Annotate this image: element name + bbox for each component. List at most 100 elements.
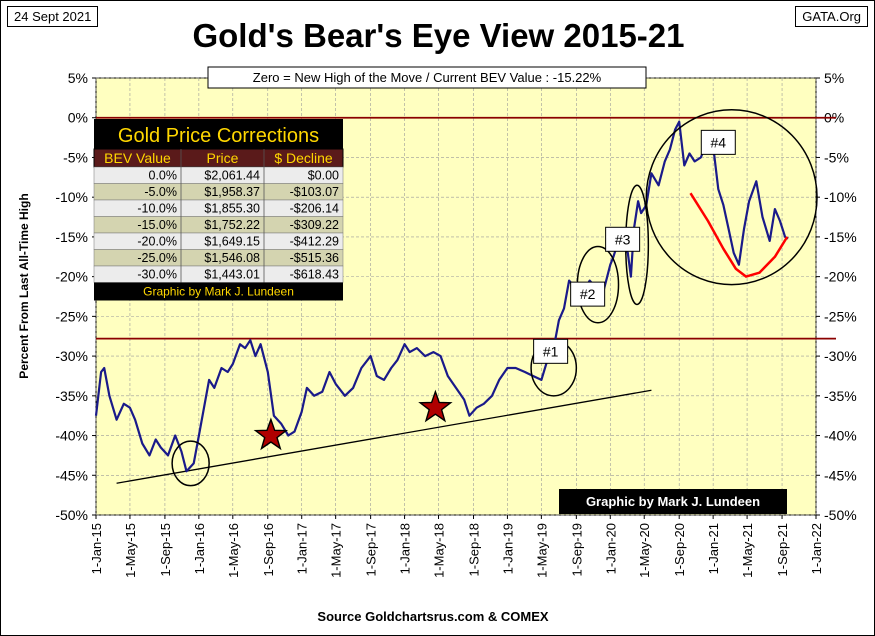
table-cell: -15.0% <box>137 218 177 232</box>
y-tick-label: -50% <box>824 507 857 523</box>
y-tick-label: 0% <box>68 110 88 126</box>
table-cell: -10.0% <box>137 202 177 216</box>
y-tick-label: -30% <box>55 348 88 364</box>
x-tick-label: 1-Sep-18 <box>466 523 481 576</box>
table-header-cell: BEV Value <box>104 150 171 166</box>
table-footer: Graphic by Mark J. Lundeen <box>143 285 294 299</box>
y-tick-label: -35% <box>55 388 88 404</box>
chart-subtitle: Zero = New High of the Move / Current BE… <box>253 70 602 85</box>
annotation-label: #2 <box>580 286 596 302</box>
y-tick-label: -20% <box>824 269 857 285</box>
table-title-bar <box>94 119 343 149</box>
y-tick-label: -5% <box>824 149 849 165</box>
table-header-cell: Price <box>207 150 239 166</box>
annotation-box <box>533 338 569 364</box>
table-cell: -$618.43 <box>290 268 339 282</box>
y-axis-right: 5%0%-5%-10%-15%-20%-25%-30%-35%-40%-45%-… <box>816 70 857 523</box>
source-label: Source Goldchartsrus.com & COMEX <box>317 609 548 624</box>
table-footer-bar <box>94 282 343 301</box>
table-cell: $1,958.37 <box>204 185 260 199</box>
annotation-overlays: #1 #2 #3 #4 <box>171 109 818 487</box>
table-cell: -$515.36 <box>290 251 339 265</box>
x-tick-label: 1-May-15 <box>123 523 138 578</box>
table-cell: -$103.07 <box>290 185 339 199</box>
y-tick-label: -35% <box>824 388 857 404</box>
x-tick-label: 1-May-21 <box>740 523 755 578</box>
y-tick-label: -25% <box>55 308 88 324</box>
y-axis-left: 5% 0% -5% -10% -15% -20% -25% -30% -35% -40% -45% -… <box>55 70 96 523</box>
x-tick-label: 1-Sep-17 <box>364 523 379 576</box>
x-tick-label: 1-May-17 <box>329 523 344 578</box>
x-tick-label: 1-Jan-15 <box>89 523 104 574</box>
annotation-label: #4 <box>710 134 726 150</box>
x-tick-label: 1-Sep-15 <box>158 523 173 576</box>
annotation-box <box>605 226 641 252</box>
annotation-box <box>700 129 736 155</box>
x-tick-label: 1-Jan-18 <box>398 523 413 574</box>
reference-lines <box>96 116 836 484</box>
x-tick-label: 1-Jan-21 <box>706 523 721 574</box>
date-label: 24 Sept 2021 <box>7 6 99 27</box>
table-cell: -$412.29 <box>290 235 339 249</box>
trend-line <box>116 389 652 484</box>
x-tick-label: 1-May-16 <box>226 523 241 578</box>
x-tick-label: 1-Sep-21 <box>775 523 790 576</box>
y-tick-label: -15% <box>55 229 88 245</box>
table-cell: $1,443.01 <box>204 268 260 282</box>
table-cell: -30.0% <box>137 268 177 282</box>
highlight-circle <box>171 440 210 487</box>
subtitle-box <box>207 66 647 89</box>
site-label: GATA.Org <box>795 6 868 27</box>
credit-label: Graphic by Mark J. Lundeen <box>586 494 760 509</box>
y-tick-label: -10% <box>55 189 88 205</box>
annotation-box <box>570 281 606 307</box>
x-tick-label: 1-Sep-16 <box>261 523 276 576</box>
x-tick-label: 1-Jan-20 <box>603 523 618 574</box>
table-cell: -5.0% <box>144 185 177 199</box>
annotation-label: #1 <box>543 343 559 359</box>
table-title: Gold Price Corrections <box>118 125 319 147</box>
x-tick-label: 1-Jan-17 <box>295 523 310 574</box>
star-marker <box>418 389 453 423</box>
table-cell: 0.0% <box>149 169 178 183</box>
price-corrections-table: Gold Price Corrections BEV Value Price $ De… <box>93 119 344 301</box>
table-cell: -20.0% <box>137 235 177 249</box>
y-tick-label: 5% <box>824 70 844 86</box>
y-tick-label: -20% <box>55 269 88 285</box>
annotation-label: #3 <box>615 231 631 247</box>
y-tick-label: -15% <box>824 229 857 245</box>
x-tick-label: 1-Jan-22 <box>809 523 824 574</box>
table-cell: -$206.14 <box>290 202 339 216</box>
y-tick-label: -30% <box>824 348 857 364</box>
gold-bev-series-line <box>94 120 789 473</box>
x-tick-label: 1-May-20 <box>637 523 652 578</box>
chart-title: Gold's Bear's Eye View 2015-21 <box>192 17 685 54</box>
y-tick-label: -45% <box>55 467 88 483</box>
table-cell: $1,752.22 <box>204 218 260 232</box>
y-tick-label: -45% <box>824 467 857 483</box>
x-tick-label: 1-Sep-20 <box>672 523 687 576</box>
y-tick-label: -40% <box>824 428 857 444</box>
y-tick-label: -40% <box>55 428 88 444</box>
highlight-circle <box>645 109 818 286</box>
table-header-cell: $ Decline <box>274 150 333 166</box>
table-cell: -25.0% <box>137 251 177 265</box>
table-cell: $1,546.08 <box>204 251 260 265</box>
red-curve <box>689 192 789 278</box>
x-tick-label: 1-Jan-16 <box>192 523 207 574</box>
star-marker <box>253 417 289 451</box>
table-cell: $2,061.44 <box>204 169 260 183</box>
x-tick-label: 1-May-18 <box>432 523 447 578</box>
y-tick-label: -5% <box>63 149 88 165</box>
table-cell: -$309.22 <box>290 218 339 232</box>
x-tick-label: 1-Jan-19 <box>500 523 515 574</box>
table-cell: $1,855.30 <box>204 202 260 216</box>
y-tick-label: -25% <box>824 308 857 324</box>
x-tick-label: 1-May-19 <box>534 523 549 578</box>
x-axis: 1-Jan-15 1-May-15 1-Sep-15 1-Jan-16 1-May-16… <box>89 515 824 578</box>
y-tick-label: 5% <box>68 70 88 86</box>
table-cell: $1,649.15 <box>204 235 260 249</box>
credit-box <box>559 489 787 514</box>
